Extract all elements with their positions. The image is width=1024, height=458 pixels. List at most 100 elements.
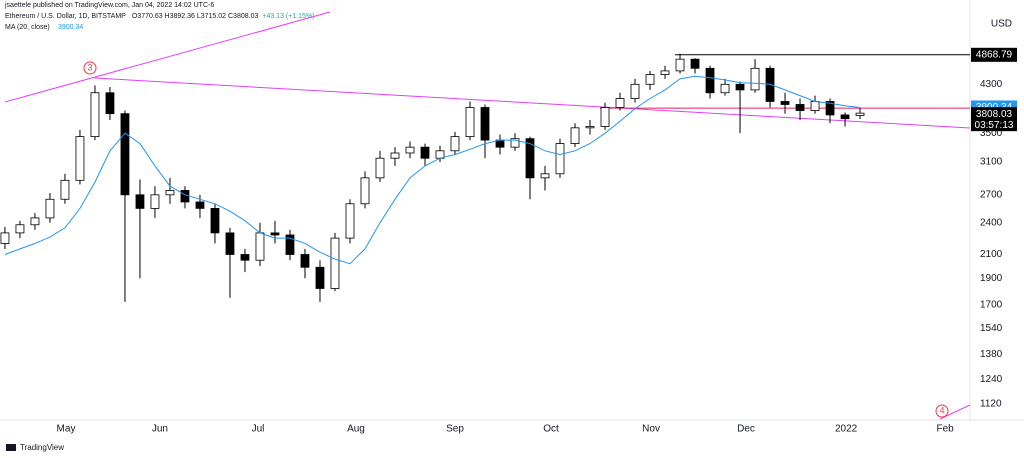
x-tick-label: Aug — [347, 424, 365, 435]
x-tick-label: 2022 — [835, 424, 858, 435]
candle-body — [510, 138, 520, 148]
candle-body — [315, 266, 325, 289]
candle-body — [15, 224, 25, 234]
candle-body — [420, 146, 430, 159]
x-tick-label: Dec — [737, 424, 755, 435]
level-label-box — [971, 47, 1017, 62]
candle-body — [600, 107, 610, 127]
x-tick-label: May — [57, 424, 76, 435]
candle-body — [540, 173, 550, 179]
candle-body — [675, 58, 685, 72]
candle-body — [300, 254, 310, 268]
candle-body — [825, 101, 835, 116]
candle-body — [210, 207, 220, 234]
candle-body — [705, 67, 715, 94]
candle-body — [75, 136, 85, 181]
currency: USD — [991, 19, 1012, 30]
candle-body — [165, 190, 175, 196]
y-tick-label: 2100 — [980, 249, 1003, 260]
y-tick-label: 4300 — [980, 79, 1003, 90]
candle-body — [840, 114, 850, 120]
x-tick-label: Feb — [936, 424, 954, 435]
candle-body — [255, 232, 265, 261]
ma-line — [4, 75, 861, 265]
candle-body — [330, 237, 340, 289]
wave-marker-label: 4 — [939, 405, 944, 415]
trendline — [94, 77, 971, 129]
y-tick-label: 1240 — [980, 374, 1003, 385]
symbol: Ethereum / U.S. Dollar, 1D, BITSTAMP — [5, 13, 126, 20]
candle-body — [615, 98, 625, 108]
candle-body — [105, 92, 115, 115]
candle-body — [135, 194, 145, 209]
x-tick-label: Jul — [252, 424, 265, 435]
plot: 4300390035003100270024002100190017001540… — [0, 47, 1017, 435]
y-tick-label: 1380 — [980, 349, 1003, 360]
wave-marker — [935, 404, 949, 418]
candle-body — [735, 83, 745, 91]
price-label: 3808.03 — [976, 109, 1013, 120]
candle-body — [855, 112, 865, 116]
candle-body — [375, 157, 385, 179]
candle-body — [465, 107, 475, 138]
candle-body — [270, 232, 280, 236]
candle-body — [360, 177, 370, 205]
x-tick-label: Jun — [152, 424, 168, 435]
candle-body — [795, 104, 805, 111]
candle-body — [45, 198, 55, 219]
candle-body — [765, 67, 775, 102]
candle-body — [645, 74, 655, 85]
logo — [6, 444, 16, 451]
candle-body — [180, 190, 190, 203]
x-tick-label: Nov — [642, 424, 660, 435]
candle-body — [60, 179, 70, 200]
ohlc-text: O3770.63 H3892.36 L3715.02 C3808.03 — [132, 13, 259, 20]
candle-body — [195, 201, 205, 209]
wave-marker-label: 3 — [87, 62, 92, 72]
candle-body — [810, 101, 820, 111]
candle-body — [480, 107, 490, 141]
candle-body — [780, 101, 790, 105]
candle-body — [555, 143, 565, 175]
candle-body — [660, 70, 670, 75]
candle-body — [225, 232, 235, 255]
candle-body — [570, 127, 580, 144]
candle-body — [90, 92, 100, 138]
y-tick-label: 3500 — [980, 128, 1003, 139]
candle-body — [525, 138, 535, 179]
countdown: 03:57:13 — [975, 120, 1014, 131]
change: +43.13 (+1.15%) — [262, 13, 314, 20]
candle-body — [720, 83, 730, 94]
price-label-box — [971, 107, 1017, 132]
ma-legend: MA (20, close) — [5, 24, 50, 31]
candle-body — [405, 146, 415, 154]
candle-body — [285, 234, 295, 255]
wave-marker — [83, 61, 97, 75]
candle-body — [630, 83, 640, 99]
y-tick-label: 1120 — [980, 398, 1002, 409]
y-tick-label: 3100 — [980, 157, 1003, 168]
candle-body — [345, 203, 355, 239]
y-tick-label: 1540 — [980, 323, 1003, 334]
candle-body — [450, 136, 460, 152]
y-tick-label: 1900 — [980, 273, 1003, 284]
level-label: 4868.79 — [976, 49, 1013, 60]
candle-body — [750, 67, 760, 91]
footer: TradingView — [20, 443, 64, 452]
footer-bar — [0, 440, 1024, 458]
y-tick-label: 1700 — [980, 299, 1003, 310]
candle-body — [390, 152, 400, 159]
candle-body — [120, 113, 130, 196]
candle-body — [240, 254, 250, 261]
candle-body — [690, 58, 700, 69]
y-tick-label: 2400 — [980, 217, 1003, 228]
candle-body — [585, 126, 595, 129]
y-tick-label: 2700 — [980, 189, 1003, 200]
x-tick-label: Oct — [543, 424, 559, 435]
trendline — [4, 11, 331, 103]
candle-body — [30, 217, 40, 226]
publisher: jsaettele published on TradingView.com, … — [4, 2, 214, 9]
ma-legend-value: 3900.34 — [58, 24, 83, 31]
candle-body — [0, 232, 10, 244]
